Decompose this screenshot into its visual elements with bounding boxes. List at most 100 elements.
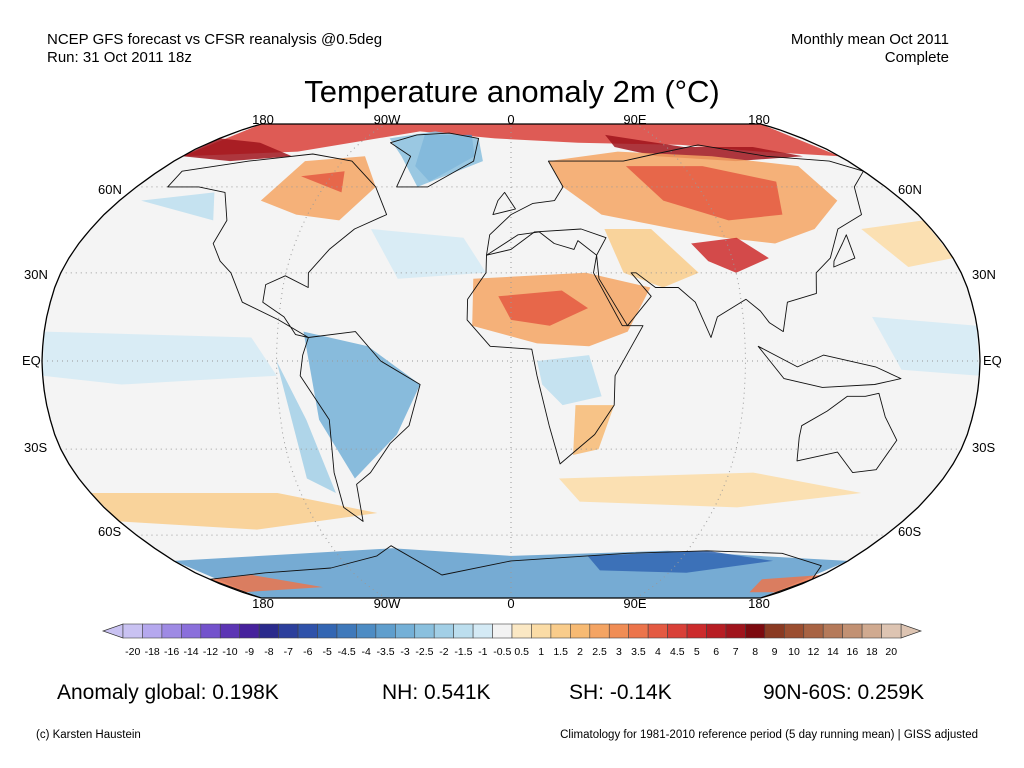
colorbar-swatch [122,623,143,639]
colorbar-tick-label: -2 [439,646,449,658]
lon-label-bottom-180e: 180 [748,596,770,611]
colorbar-swatch [414,623,435,639]
footer-credit: (c) Karsten Haustein [36,729,141,741]
anomaly-region [389,131,483,187]
colorbar-swatch [647,623,668,639]
colorbar-tick-label: 3 [616,646,622,658]
colorbar-swatch [161,623,182,639]
colorbar-swatch [628,623,649,639]
coastline [757,345,902,388]
lon-label-bottom-0: 0 [507,596,515,611]
colorbar-tick-label: 14 [827,646,839,658]
lat-label-left-60n: 60N [98,182,122,197]
coastline [167,153,388,338]
colorbar-swatch [706,623,727,639]
colorbar-tick-label: 1.5 [553,646,568,658]
colorbar-swatch [453,623,474,639]
anomaly-region [209,575,323,593]
lon-label-bottom-90e: 90E [623,596,647,611]
map-fields [42,124,980,598]
anomaly-region [691,237,769,273]
colorbar-tick-label: -1 [478,646,488,658]
colorbar-swatch [803,623,824,639]
colorbar-tick-label: -5 [322,646,332,658]
colorbar-tick-label: -12 [202,646,219,658]
anomaly-region [749,575,822,593]
anomaly-region [42,331,277,385]
anomaly-region [182,124,840,157]
colorbar-tick-label: -4.5 [337,646,356,658]
coastline [209,545,822,598]
lon-label-bottom-90w: 90W [373,596,401,611]
lon-label-top-0: 0 [507,112,515,127]
colorbar-tick-label: 20 [885,646,898,658]
colorbar-swatch [142,623,163,639]
lat-label-right-60n: 60N [898,182,922,197]
coastlines [167,132,902,598]
colorbar-tick-label: -6 [303,646,313,658]
stat-global: Anomaly global: 0.198K [57,681,279,704]
colorbar-swatch [200,623,221,639]
colorbar-tick-label: 12 [807,646,820,658]
colorbar-tick-label: 10 [788,646,800,658]
lon-label-top-90w: 90W [373,112,401,127]
coastline [299,331,421,522]
lat-label-right-eq: EQ [983,353,1002,368]
anomaly-region [370,229,486,279]
colorbar-swatch [861,623,882,639]
lon-label-top-90e: 90E [623,112,647,127]
colorbar-tick-label: 6 [713,646,720,658]
coastline [466,228,644,465]
coastline [390,132,480,188]
colorbar-swatch [317,623,338,639]
colorbar-tick-label: -20 [125,646,141,658]
colorbar-tick-label: 3.5 [631,646,646,658]
colorbar-swatch [842,623,863,639]
colorbar-min-arrow [101,623,124,639]
colorbar-swatch [297,623,318,639]
coastline [796,392,898,474]
header-period: Monthly mean Oct 2011 [790,31,949,48]
colorbar-swatch [278,623,299,639]
colorbar-tick-label: -16 [164,646,180,658]
colorbar-swatch [394,623,416,639]
stat-nh: NH: 0.541K [382,681,491,704]
anomaly-region [276,361,336,493]
colorbar-tick-label: 5 [693,646,700,658]
colorbar-tick-label: -14 [183,646,199,658]
footer-note: Climatology for 1981-2010 reference peri… [560,729,978,741]
header-model-info: NCEP GFS forecast vs CFSR reanalysis @0.… [47,31,383,48]
colorbar-tick-label: -0.5 [493,646,512,658]
anomaly-region [604,229,699,288]
colorbar-swatch [764,623,785,639]
colorbar-tick-label: 7 [732,646,739,658]
anomaly-region [260,156,376,221]
lon-label-top-180w: 180 [252,112,274,127]
colorbar-tick-label: 18 [865,646,878,658]
colorbar-swatch [686,623,707,639]
coastline [486,144,864,338]
colorbar-tick-label: 4 [654,646,661,658]
coastline [492,191,516,216]
colorbar-swatch [783,623,805,639]
anomaly-region [90,493,378,530]
stat-sh: SH: -0.14K [569,681,672,704]
anomaly-region [861,220,954,267]
lat-label-left-30s: 30S [24,440,48,455]
colorbar-tick-label: 1 [538,646,545,658]
coastline [833,234,856,268]
stat-polar: 90N-60S: 0.259K [763,681,925,704]
anomaly-region [800,396,894,473]
anomaly-region [537,355,602,406]
longitude-gridline [635,124,747,598]
colorbar-tick-label: 2.5 [592,646,607,658]
lat-label-right-30n: 30N [972,267,996,282]
colorbar-tick-label: -1.5 [454,646,473,658]
colorbar-swatch [511,623,532,639]
colorbar-tick-label: -8 [264,646,274,658]
colorbar-tick-label: -3 [400,646,410,658]
colorbar-tick-label: 8 [752,646,759,658]
lat-label-left-30n: 30N [24,267,48,282]
colorbar-swatch [531,623,552,639]
